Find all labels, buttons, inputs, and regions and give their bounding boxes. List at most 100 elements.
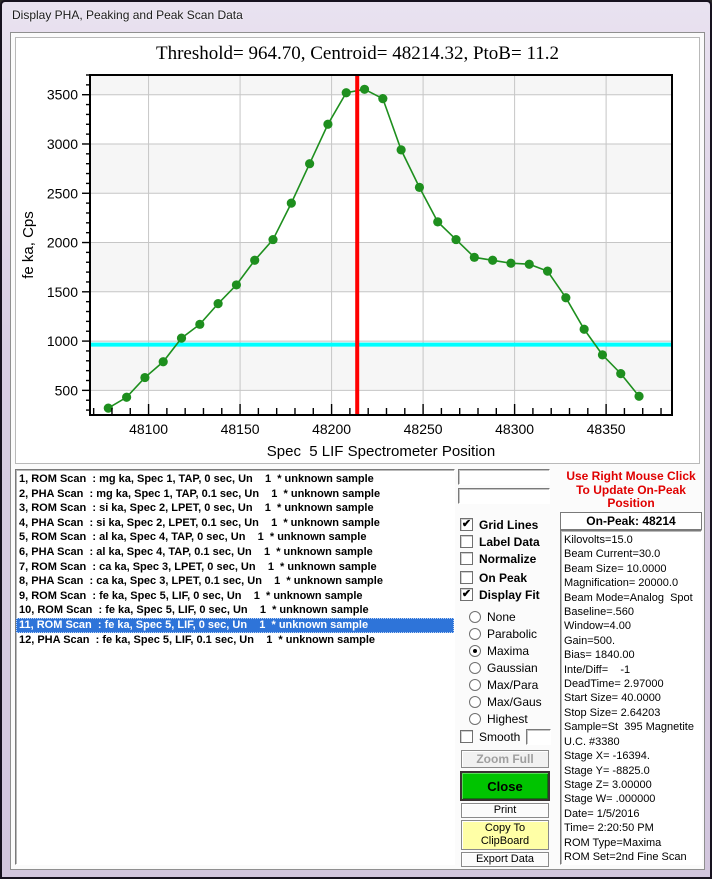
info-line: Window=4.00: [564, 620, 631, 633]
list-item[interactable]: 10, ROM Scan : fe ka, Spec 5, LIF, 0 sec…: [19, 604, 369, 617]
radio-label: Gaussian: [487, 660, 538, 675]
warning-line1: Use Right Mouse Click: [566, 469, 696, 483]
checkbox-label: Label Data: [479, 534, 540, 549]
copy-button-line1: Copy To: [484, 822, 526, 834]
info-line: Magnification= 20000.0: [564, 577, 679, 590]
right-mouse-warning: Use Right Mouse Click To Update On-Peak …: [558, 469, 704, 511]
radio-highest[interactable]: Highest: [469, 710, 542, 727]
checkbox-on-peak[interactable]: On Peak: [460, 569, 540, 586]
info-line: ROM Set=2nd Fine Scan: [564, 850, 687, 863]
info-line: Date= 1/5/2016: [564, 807, 640, 820]
peak-options-group: On Peak ✔ Display Fit: [460, 569, 540, 603]
info-line: Bias= 1840.00: [564, 649, 635, 662]
info-line: Stage X= -16394.: [564, 750, 650, 763]
info-line: Stage Y= -8825.0: [564, 764, 650, 777]
radio-button-icon[interactable]: [469, 695, 481, 708]
close-button[interactable]: Close: [460, 771, 550, 801]
list-item[interactable]: 2, PHA Scan : mg ka, Spec 1, TAP, 0.1 se…: [19, 487, 381, 500]
checkbox-display-fit[interactable]: ✔ Display Fit: [460, 586, 540, 603]
list-item[interactable]: 6, PHA Scan : al ka, Spec 4, TAP, 0.1 se…: [19, 545, 373, 558]
copy-to-clipboard-button[interactable]: Copy To ClipBoard: [461, 820, 549, 850]
acquisition-info-panel: Kilovolts=15.0 Beam Current=30.0 Beam Size…: [560, 530, 702, 865]
scan-info-field-1[interactable]: [458, 469, 550, 485]
smooth-value-field[interactable]: [526, 728, 552, 745]
radio-label: Highest: [487, 711, 528, 726]
checkmark-icon[interactable]: ✔: [460, 518, 473, 531]
list-item[interactable]: 12, PHA Scan : fe ka, Spec 5, LIF, 0.1 s…: [19, 633, 375, 646]
zoom-full-button[interactable]: Zoom Full: [461, 750, 549, 768]
list-item[interactable]: 1, ROM Scan : mg ka, Spec 1, TAP, 0 sec,…: [19, 473, 374, 485]
list-item[interactable]: 8, PHA Scan : ca ka, Spec 3, LPET, 0.1 s…: [19, 575, 383, 588]
info-line: ROM Type=Maxima: [564, 836, 662, 849]
checkbox-box[interactable]: [460, 535, 473, 548]
info-line: Gain=500.: [564, 634, 616, 647]
radio-button-icon[interactable]: [469, 644, 481, 657]
svg-text:1000: 1000: [47, 333, 78, 349]
fit-type-group: None Parabolic Maxima Gaussian Max/Para Max/G…: [469, 608, 542, 727]
list-item[interactable]: 9, ROM Scan : fe ka, Spec 5, LIF, 0 sec,…: [19, 589, 363, 602]
svg-text:48150: 48150: [221, 421, 260, 437]
radio-button-icon[interactable]: [469, 712, 481, 725]
copy-button-line2: ClipBoard: [480, 835, 530, 847]
info-line: Inte/Diff= -1: [564, 663, 631, 676]
svg-text:3000: 3000: [47, 136, 78, 152]
radio-label: Maxima: [487, 643, 530, 658]
list-item[interactable]: 3, ROM Scan : si ka, Spec 2, LPET, 0 sec…: [19, 502, 374, 515]
warning-line3: Position: [607, 496, 655, 510]
info-line: Stop Size= 2.64203: [564, 706, 661, 719]
scan-list[interactable]: 1, ROM Scan : mg ka, Spec 1, TAP, 0 sec,…: [15, 469, 455, 865]
info-line: Baseline=.560: [564, 606, 635, 619]
checkbox-box[interactable]: [460, 552, 473, 565]
radio-maxima[interactable]: Maxima: [469, 642, 542, 659]
svg-text:48300: 48300: [495, 421, 534, 437]
warning-line2: To Update On-Peak: [576, 482, 686, 497]
checkbox-label: Grid Lines: [479, 517, 539, 532]
info-line: Beam Mode=Analog Spot: [564, 591, 693, 604]
export-data-button[interactable]: Export Data: [461, 852, 549, 867]
svg-text:48250: 48250: [404, 421, 443, 437]
smooth-checkbox[interactable]: [460, 730, 473, 743]
scan-info-field-2[interactable]: [458, 488, 550, 504]
svg-text:48350: 48350: [587, 421, 626, 437]
checkbox-normalize[interactable]: Normalize: [460, 550, 540, 567]
radio-button-icon[interactable]: [469, 678, 481, 691]
radio-max-para[interactable]: Max/Para: [469, 676, 542, 693]
radio-label: Max/Para: [487, 677, 539, 692]
radio-button-icon[interactable]: [469, 661, 481, 674]
radio-parabolic[interactable]: Parabolic: [469, 625, 542, 642]
info-line: Start Size= 40.0000: [564, 692, 661, 705]
display-options-group: ✔ Grid Lines Label Data Normalize: [460, 516, 540, 567]
list-item[interactable]: 11, ROM Scan : fe ka, Spec 5, LIF, 0 sec…: [16, 617, 454, 633]
radio-button-icon[interactable]: [469, 610, 481, 623]
checkbox-box[interactable]: [460, 571, 473, 584]
on-peak-header: On-Peak: 48214: [560, 512, 702, 530]
checkbox-grid-lines[interactable]: ✔ Grid Lines: [460, 516, 540, 533]
svg-text:48200: 48200: [312, 421, 351, 437]
info-line: Stage W= .000000: [564, 793, 656, 806]
svg-text:fe ka, Cps: fe ka, Cps: [20, 211, 37, 279]
radio-label: None: [487, 609, 516, 624]
svg-text:500: 500: [55, 382, 79, 398]
list-item[interactable]: 4, PHA Scan : si ka, Spec 2, LPET, 0.1 s…: [19, 516, 380, 529]
list-item[interactable]: 7, ROM Scan : ca ka, Spec 3, LPET, 0 sec…: [19, 560, 377, 573]
info-line: Sample=St 395 Magnetite: [564, 721, 694, 734]
print-button[interactable]: Print: [461, 803, 549, 818]
radio-gaussian[interactable]: Gaussian: [469, 659, 542, 676]
checkbox-label-data[interactable]: Label Data: [460, 533, 540, 550]
radio-max-gaus[interactable]: Max/Gaus: [469, 693, 542, 710]
chart-panel: Threshold= 964.70, Centroid= 48214.32, P…: [15, 37, 700, 464]
info-line: Kilovolts=15.0: [564, 534, 633, 546]
list-item[interactable]: 5, ROM Scan : al ka, Spec 4, TAP, 0 sec,…: [19, 531, 367, 544]
info-line: U.C. #3380: [564, 735, 620, 748]
radio-label: Max/Gaus: [487, 694, 542, 709]
radio-selected-dot: [473, 648, 477, 653]
peak-scan-plot[interactable]: 48100 48150 48200 48250 48300 48350 500 1000 150…: [16, 67, 699, 463]
radio-none[interactable]: None: [469, 608, 542, 625]
info-line: Time= 2:20:50 PM: [564, 822, 654, 835]
dialog-client-area: Threshold= 964.70, Centroid= 48214.32, P…: [10, 32, 705, 870]
svg-text:2000: 2000: [47, 235, 78, 251]
radio-button-icon[interactable]: [469, 627, 481, 640]
smooth-row: Smooth: [460, 728, 552, 745]
checkmark-icon[interactable]: ✔: [460, 588, 473, 601]
